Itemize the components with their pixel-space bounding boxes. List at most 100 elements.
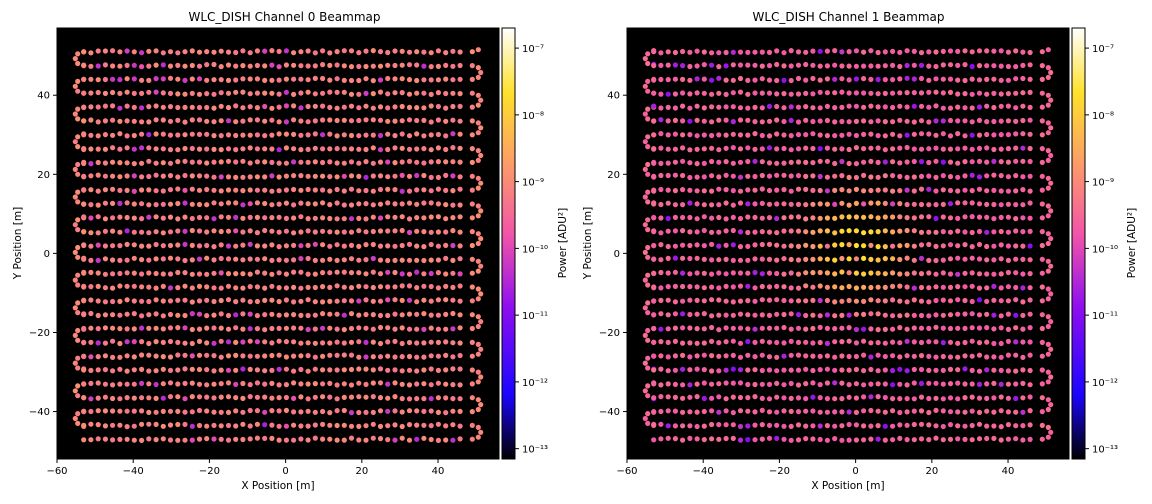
scan-point [687, 77, 693, 83]
scan-point [774, 77, 780, 84]
scan-point [853, 186, 860, 192]
scan-point [421, 381, 427, 387]
scan-point [774, 215, 780, 222]
scan-point [262, 312, 268, 318]
scan-point [1005, 103, 1012, 109]
scan-point [160, 173, 166, 179]
scan-point [976, 271, 983, 277]
scan-point [680, 172, 686, 179]
scan-point [131, 283, 137, 289]
scan-point [781, 77, 787, 83]
scan-point [110, 298, 116, 305]
scan-point [254, 174, 260, 180]
scan-point [160, 271, 166, 277]
scan-point [861, 76, 867, 82]
scan-point [211, 228, 217, 234]
scan-point [334, 257, 340, 263]
scan-point [998, 146, 1004, 152]
scan-point [998, 91, 1004, 97]
scan-point [327, 270, 333, 276]
scan-point [897, 133, 903, 139]
scan-point [1039, 325, 1045, 332]
scan-point [320, 436, 326, 442]
scan-point [283, 160, 289, 166]
scan-point [687, 311, 693, 318]
scan-point [175, 104, 181, 111]
scan-point [795, 285, 802, 291]
scan-point [146, 187, 152, 193]
scan-point [665, 326, 671, 332]
scan-point [918, 146, 925, 152]
scan-point [291, 76, 297, 82]
scan-point [658, 91, 664, 97]
scan-point [392, 187, 398, 193]
scan-point [153, 381, 159, 388]
scan-point [1013, 339, 1019, 345]
scan-point [414, 215, 420, 221]
scan-point [399, 103, 405, 110]
scan-point [110, 382, 116, 388]
scan-point [651, 325, 657, 332]
scan-point [139, 77, 145, 83]
scan-point [341, 104, 347, 110]
scan-point [469, 187, 475, 193]
scan-point [658, 408, 664, 415]
scan-point [737, 62, 744, 68]
scan-point [723, 132, 729, 138]
scan-point [399, 340, 405, 347]
scan-point [428, 132, 434, 138]
scan-point [254, 200, 260, 206]
scan-point [218, 147, 224, 153]
scan-point [810, 118, 816, 125]
scan-point [672, 325, 679, 331]
scan-point [475, 120, 481, 126]
scan-point [955, 340, 961, 346]
scan-point [832, 119, 838, 125]
scan-point [298, 423, 304, 429]
scan-point [897, 256, 903, 263]
scan-point [998, 173, 1004, 179]
scan-point [283, 76, 289, 82]
scan-point [139, 313, 145, 319]
scan-point [88, 396, 94, 402]
scan-point [475, 434, 481, 440]
scan-point [399, 396, 405, 402]
scan-point [334, 339, 340, 345]
scan-point [312, 354, 318, 360]
scan-point [75, 365, 81, 371]
scan-point [998, 437, 1004, 443]
scan-point [469, 395, 475, 401]
scan-point [435, 437, 441, 443]
scan-point [694, 117, 700, 123]
scan-point [298, 105, 304, 111]
scan-point [117, 90, 123, 96]
scan-point [940, 423, 946, 430]
scan-point [774, 187, 780, 193]
scan-point [1005, 395, 1012, 401]
scan-point [665, 339, 671, 345]
scan-point [911, 285, 917, 291]
scan-point [788, 201, 794, 207]
scan-point [774, 311, 780, 317]
scan-point [225, 283, 232, 289]
scan-point [991, 409, 997, 415]
scan-point [146, 119, 152, 125]
scan-point [759, 186, 765, 192]
scan-point [320, 284, 326, 290]
scan-point [117, 381, 123, 387]
scan-point [435, 243, 441, 249]
scan-point [824, 423, 831, 429]
scan-point [810, 284, 816, 290]
scan-point [218, 174, 224, 180]
y-tick-label: 20 [37, 170, 50, 181]
scan-point [240, 229, 246, 235]
scan-point [875, 229, 881, 235]
scan-point [1027, 62, 1033, 68]
scan-point [853, 214, 860, 220]
scan-point [102, 353, 108, 359]
scan-point [991, 367, 997, 373]
scan-point [897, 76, 903, 82]
scan-point [392, 173, 398, 179]
